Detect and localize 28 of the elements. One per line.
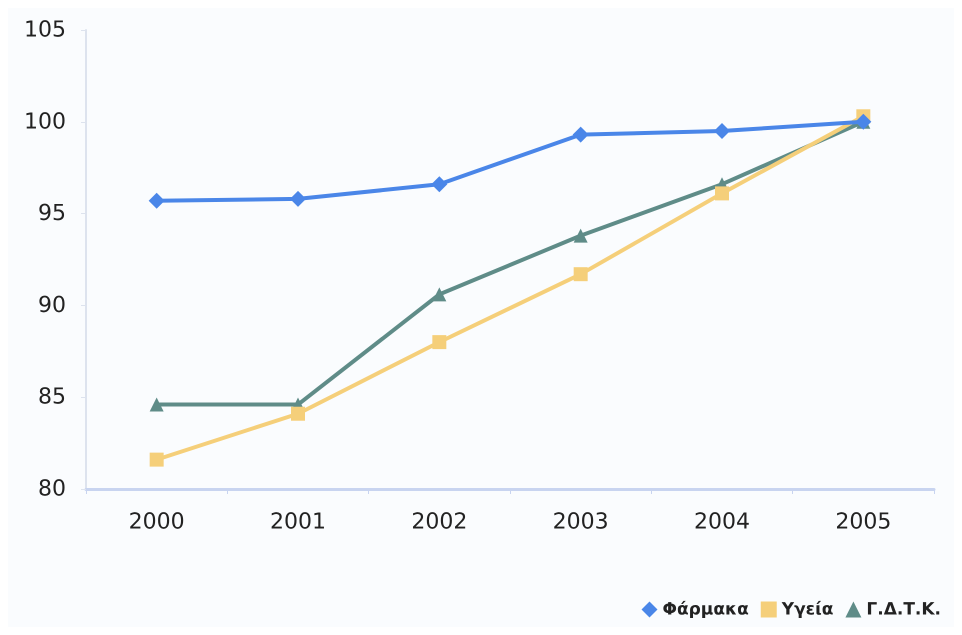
x-tick-label: 2002 [411, 510, 468, 534]
point [150, 452, 164, 467]
x-tick-label: 2005 [835, 510, 892, 534]
x-tick-label: 2003 [552, 510, 609, 534]
point [432, 335, 446, 350]
point [572, 126, 589, 143]
point [432, 287, 446, 302]
point [715, 186, 729, 200]
point [148, 192, 165, 209]
legend-label: Φάρμακα [662, 600, 749, 620]
x-tick-label: 2001 [270, 510, 326, 534]
legend-label: Υγεία [780, 600, 834, 620]
point [574, 267, 588, 282]
point [431, 176, 448, 192]
y-tick-label: 80 [38, 476, 66, 502]
x-tick-label: 2000 [128, 510, 185, 534]
y-tick-label: 85 [38, 384, 66, 410]
point [290, 190, 306, 207]
point [574, 228, 588, 243]
y-tick-label: 90 [38, 292, 66, 318]
y-tick-label: 100 [24, 109, 66, 134]
point [291, 406, 305, 421]
x-tick-label: 2004 [694, 510, 750, 534]
y-tick-label: 95 [38, 201, 66, 226]
legend-label: Γ.Δ.Τ.Κ. [866, 600, 942, 620]
point [714, 122, 730, 139]
y-tick-label: 105 [24, 18, 66, 42]
point [150, 398, 164, 412]
